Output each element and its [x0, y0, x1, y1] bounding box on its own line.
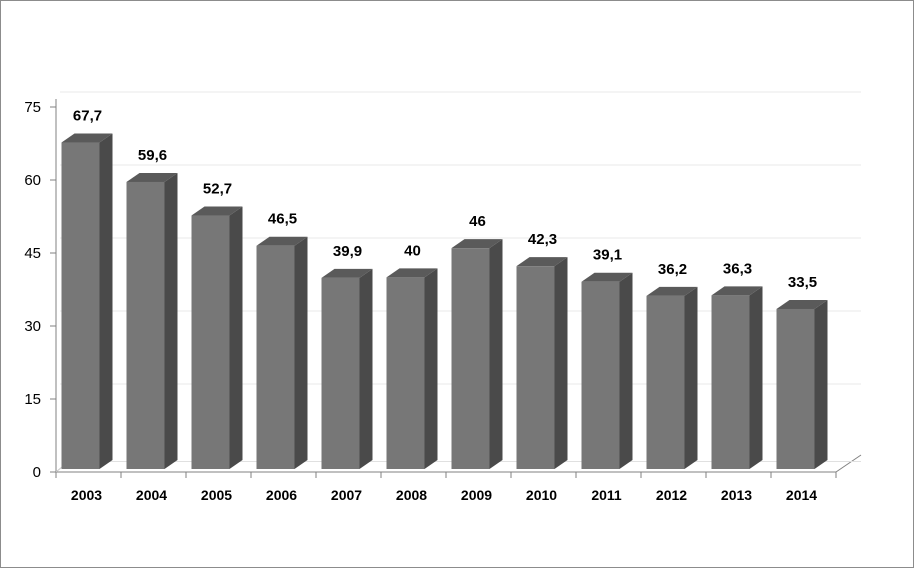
- y-tick-label-75: 75: [24, 99, 41, 116]
- bar-2007: [321, 277, 360, 469]
- data-label-2005: 52,7: [203, 181, 232, 198]
- y-tick-label-45: 45: [24, 245, 41, 262]
- x-tick-label-2010: 2010: [526, 487, 557, 503]
- bar-side-2008: [424, 268, 438, 469]
- bar-top-2003: [61, 133, 113, 143]
- x-tick-label-2009: 2009: [461, 487, 492, 503]
- bar-2006: [256, 245, 295, 469]
- bar-side-2009: [489, 239, 503, 469]
- data-label-2006: 46,5: [268, 211, 297, 228]
- data-label-2012: 36,2: [658, 261, 687, 278]
- y-tick-label-30: 30: [24, 318, 41, 335]
- data-label-2008: 40: [404, 242, 421, 259]
- data-label-2009: 46: [469, 213, 486, 230]
- data-label-2011: 39,1: [593, 247, 622, 264]
- x-tick-label-2011: 2011: [591, 487, 622, 503]
- y-axis-ticks: 0 15 30 45 60 75: [24, 99, 56, 481]
- bar-top-2005: [191, 206, 243, 216]
- bar-side-2004: [164, 172, 178, 470]
- bar-side-2013: [749, 286, 763, 469]
- bar-side-2003: [99, 133, 113, 469]
- y-tick-label-60: 60: [24, 172, 41, 189]
- bar-2010: [516, 266, 555, 469]
- x-tick-label-2006: 2006: [266, 487, 297, 503]
- bar-side-2005: [229, 206, 243, 469]
- x-tick-label-2012: 2012: [656, 487, 687, 503]
- data-label-2014: 33,5: [788, 274, 817, 291]
- bar-2013: [711, 295, 750, 469]
- data-label-2004: 59,6: [138, 147, 167, 164]
- bar-top-2009: [451, 239, 503, 249]
- data-label-2010: 42,3: [528, 231, 557, 248]
- x-tick-label-2014: 2014: [786, 487, 817, 503]
- bar-side-2012: [684, 286, 698, 469]
- x-tick-label-2013: 2013: [721, 487, 752, 503]
- data-label-2003: 67,7: [73, 108, 102, 125]
- bar-2004: [126, 181, 165, 470]
- bar-top-2011: [581, 272, 633, 282]
- x-tick-label-2008: 2008: [396, 487, 427, 503]
- bar-top-2014: [776, 299, 828, 309]
- data-label-2007: 39,9: [333, 243, 362, 260]
- bar-2011: [581, 281, 620, 469]
- bar-top-2012: [646, 286, 698, 296]
- bar-top-2007: [321, 268, 373, 278]
- x-axis-depth-line: [835, 454, 862, 473]
- x-axis-ticks: 2003 2004 2005 2006 2007 2008 2009 2010 2011 2012…: [55, 472, 837, 503]
- bar-2003: [61, 142, 100, 469]
- bar-top-2013: [711, 286, 763, 296]
- x-tick-label-2005: 2005: [201, 487, 232, 503]
- bar-top-2008: [386, 268, 438, 278]
- data-label-2013: 36,3: [723, 260, 752, 277]
- bar-side-2007: [359, 268, 373, 469]
- bar-2005: [191, 215, 230, 469]
- bar-top-2006: [256, 236, 308, 246]
- bar-side-2014: [814, 299, 828, 469]
- data-labels: 67,7 59,6 52,7 46,5 39,9 40 46 42,3 39,1 36,2 36,3…: [73, 108, 817, 291]
- bars: [61, 133, 828, 470]
- bar-top-2004: [126, 172, 178, 182]
- bar-2008: [386, 277, 425, 469]
- x-tick-label-2007: 2007: [331, 487, 362, 503]
- x-tick-label-2004: 2004: [136, 487, 167, 503]
- bar-side-2011: [619, 272, 633, 469]
- bar-side-2010: [554, 257, 568, 469]
- bar-2012: [646, 295, 685, 469]
- bar-2014: [776, 308, 815, 469]
- bar-top-2010: [516, 257, 568, 267]
- bar-side-2006: [294, 236, 308, 469]
- y-tick-label-0: 0: [33, 464, 41, 481]
- y-tick-label-15: 15: [24, 391, 41, 408]
- x-tick-label-2003: 2003: [71, 487, 102, 503]
- bar-2009: [451, 248, 490, 469]
